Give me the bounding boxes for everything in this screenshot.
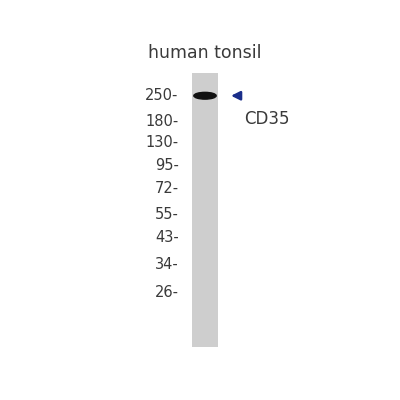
Text: CD35: CD35 [244,110,289,128]
Ellipse shape [194,92,216,99]
Text: 130-: 130- [146,135,179,150]
Bar [192,73,218,347]
Text: 72-: 72- [154,181,179,196]
Text: 55-: 55- [155,207,179,222]
Text: 180-: 180- [146,114,179,130]
Text: 250-: 250- [145,88,179,103]
Text: human tonsil: human tonsil [148,44,262,62]
Text: 34-: 34- [155,257,179,272]
Text: 26-: 26- [155,285,179,300]
Text: 43-: 43- [155,230,179,245]
Text: 95-: 95- [155,158,179,173]
